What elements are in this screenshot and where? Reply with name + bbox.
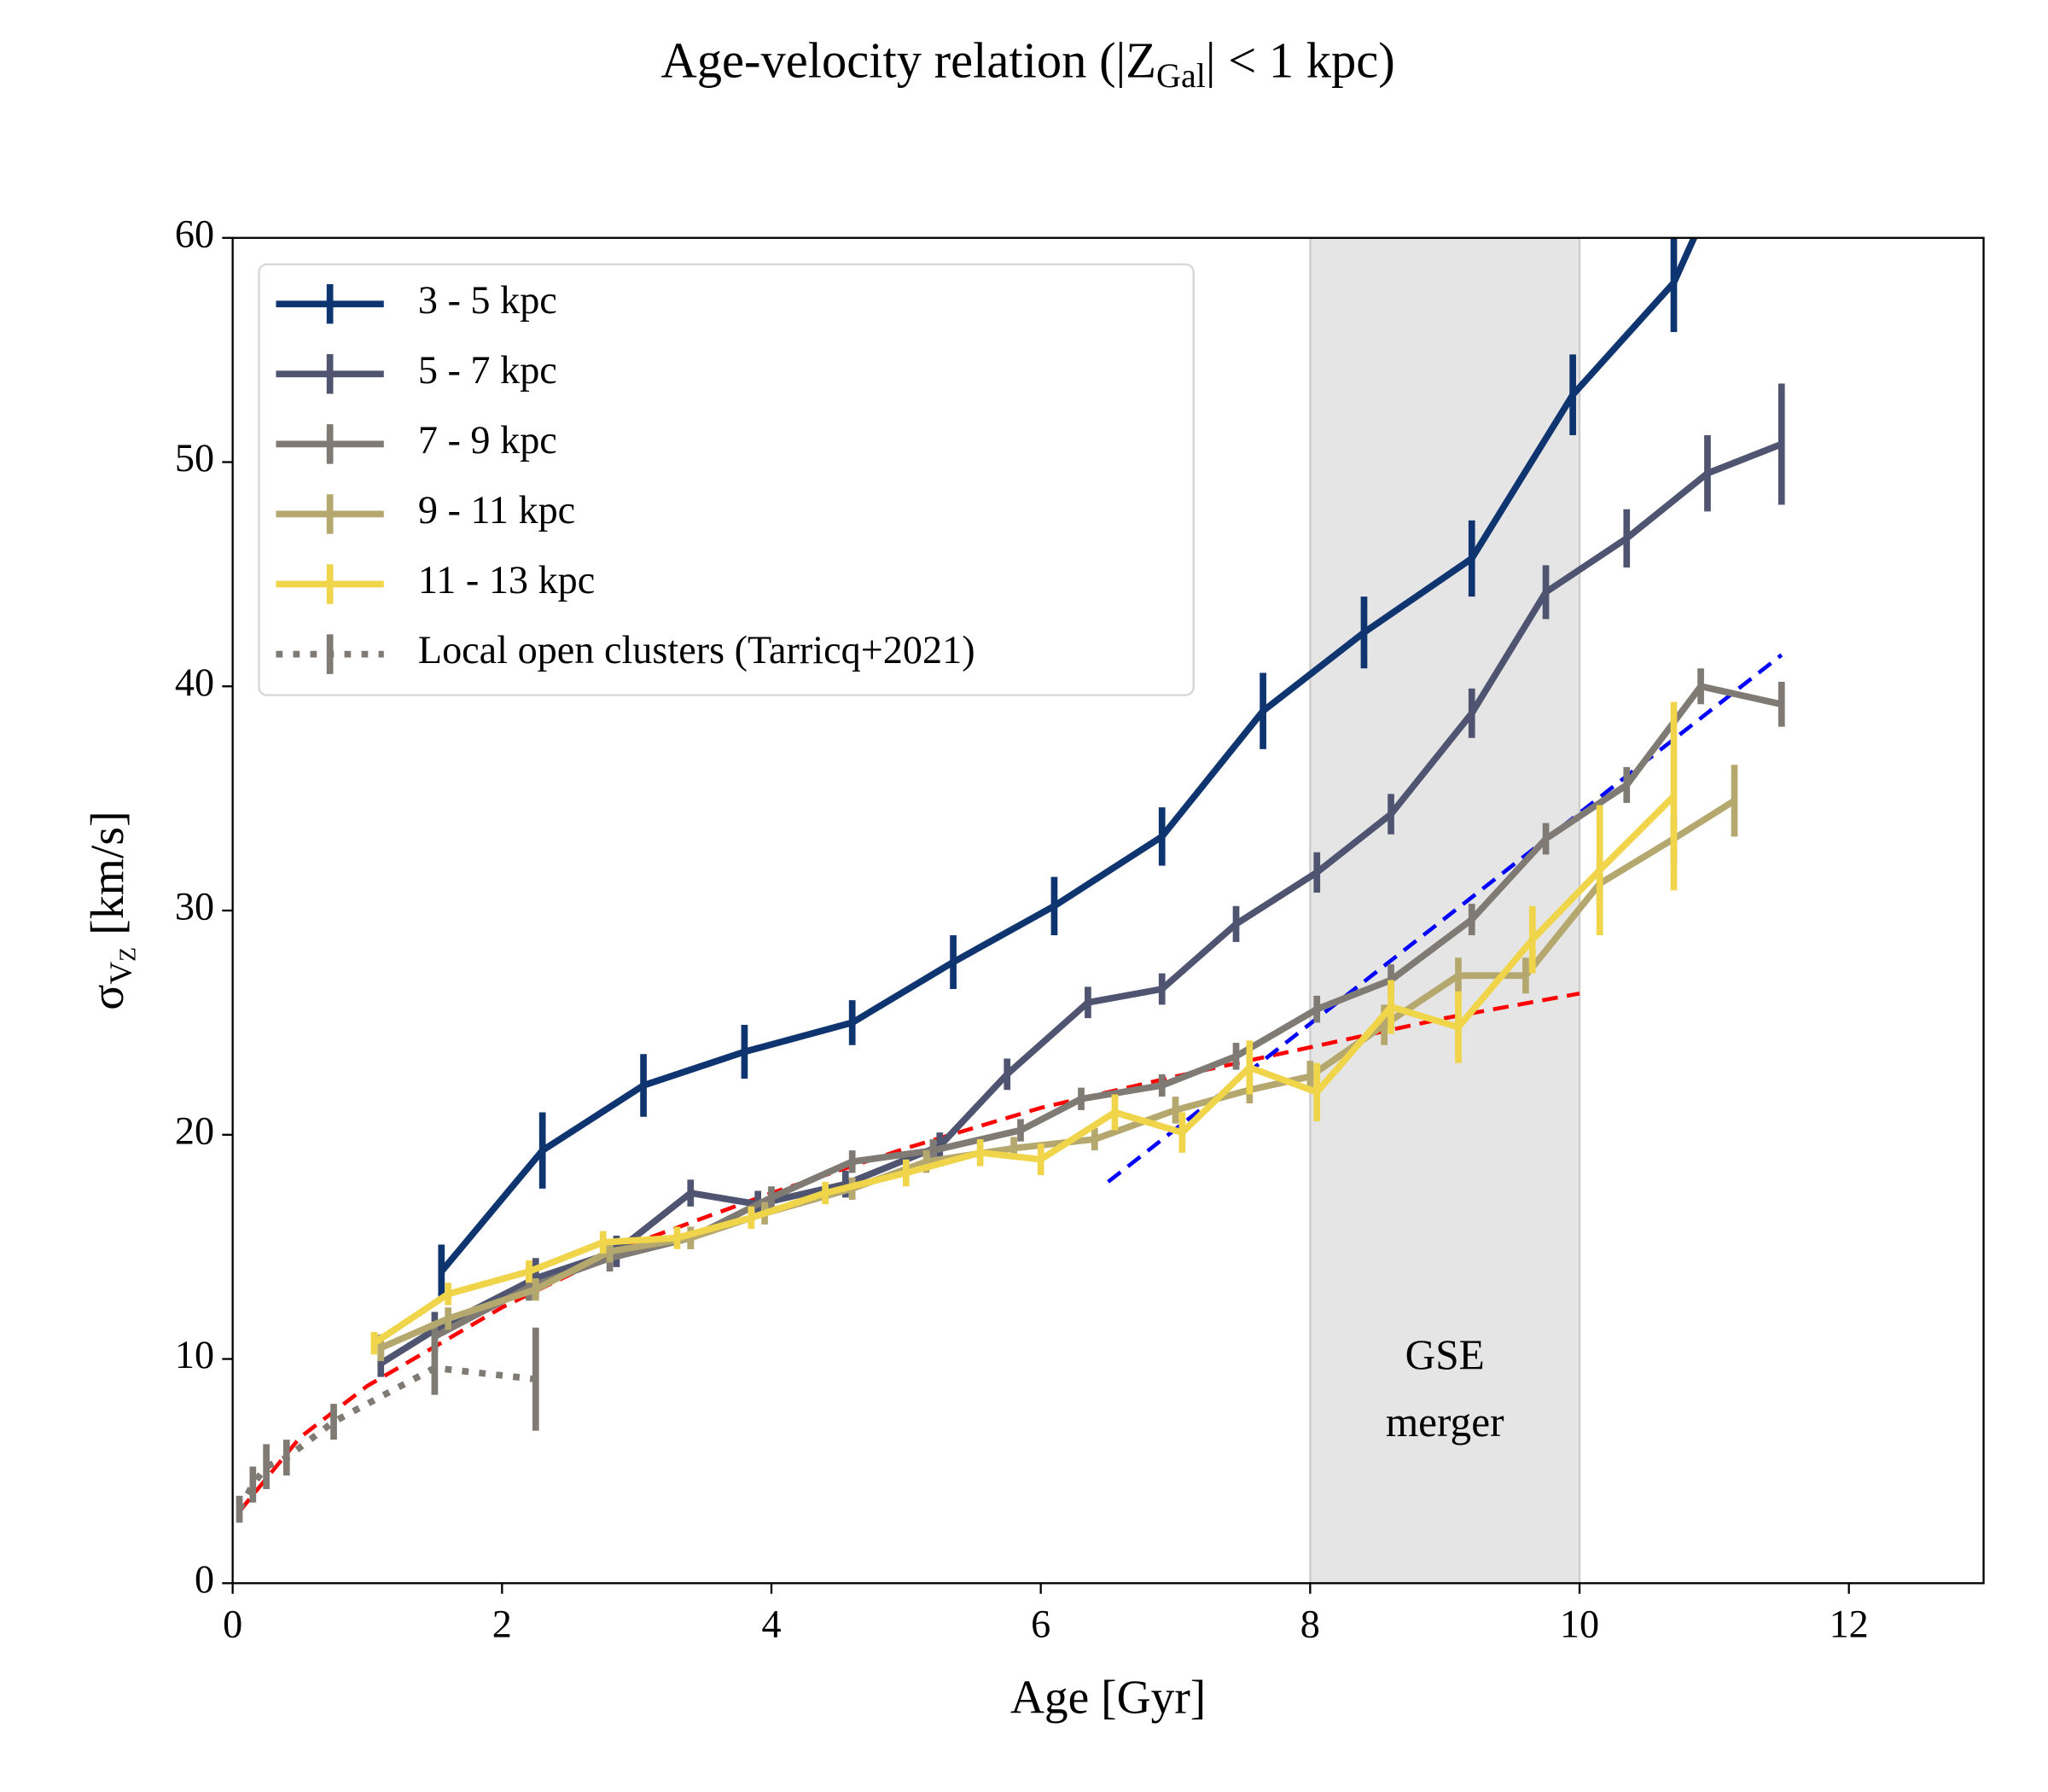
legend: 3 - 5 kpc 5 - 7 kpc 7 - 9 kpc 9 - 11 kpc 11 …	[258, 263, 1195, 696]
y-tick-label: 0	[195, 1558, 214, 1602]
y-tick-label: 20	[175, 1109, 214, 1153]
span-label: merger	[1386, 1399, 1504, 1446]
legend-label: 3 - 5 kpc	[418, 279, 557, 323]
y-tick-label: 30	[175, 886, 214, 929]
y-tick-label: 40	[175, 661, 214, 705]
x-tick-label: 10	[1560, 1603, 1599, 1647]
x-tick-label: 0	[223, 1603, 242, 1647]
y-tick-label: 50	[175, 437, 214, 480]
x-tick-label: 12	[1830, 1603, 1869, 1647]
legend-label: 11 - 13 kpc	[418, 559, 595, 602]
series-line	[236, 1364, 537, 1511]
x-tick-label: 2	[492, 1603, 512, 1647]
legend-label: 9 - 11 kpc	[418, 489, 575, 532]
x-tick-label: 6	[1031, 1603, 1050, 1647]
legend-label: 5 - 7 kpc	[418, 349, 557, 393]
fit-line	[1107, 653, 1783, 1184]
y-tick-label: 60	[175, 212, 214, 256]
series	[236, 1327, 539, 1523]
x-tick-label: 8	[1300, 1603, 1320, 1647]
legend-box	[258, 263, 1195, 696]
y-axis-label: σVZ [km/s]	[81, 811, 142, 1009]
gse-span	[1309, 237, 1581, 1584]
chart-title: Age-velocity relation (|ZGal| < 1 kpc)	[660, 33, 1394, 95]
span-label: GSE	[1405, 1331, 1485, 1378]
x-tick-label: 4	[761, 1603, 781, 1647]
legend-label: 7 - 9 kpc	[418, 419, 557, 463]
legend-label: Local open clusters (Tarricq+2021)	[418, 629, 975, 672]
series	[438, 237, 1698, 1299]
series-line	[439, 237, 1698, 1274]
plot-area	[236, 237, 1785, 1584]
series	[370, 701, 1678, 1355]
x-axis-label: Age [Gyr]	[1010, 1671, 1206, 1724]
y-tick-label: 10	[175, 1334, 214, 1377]
